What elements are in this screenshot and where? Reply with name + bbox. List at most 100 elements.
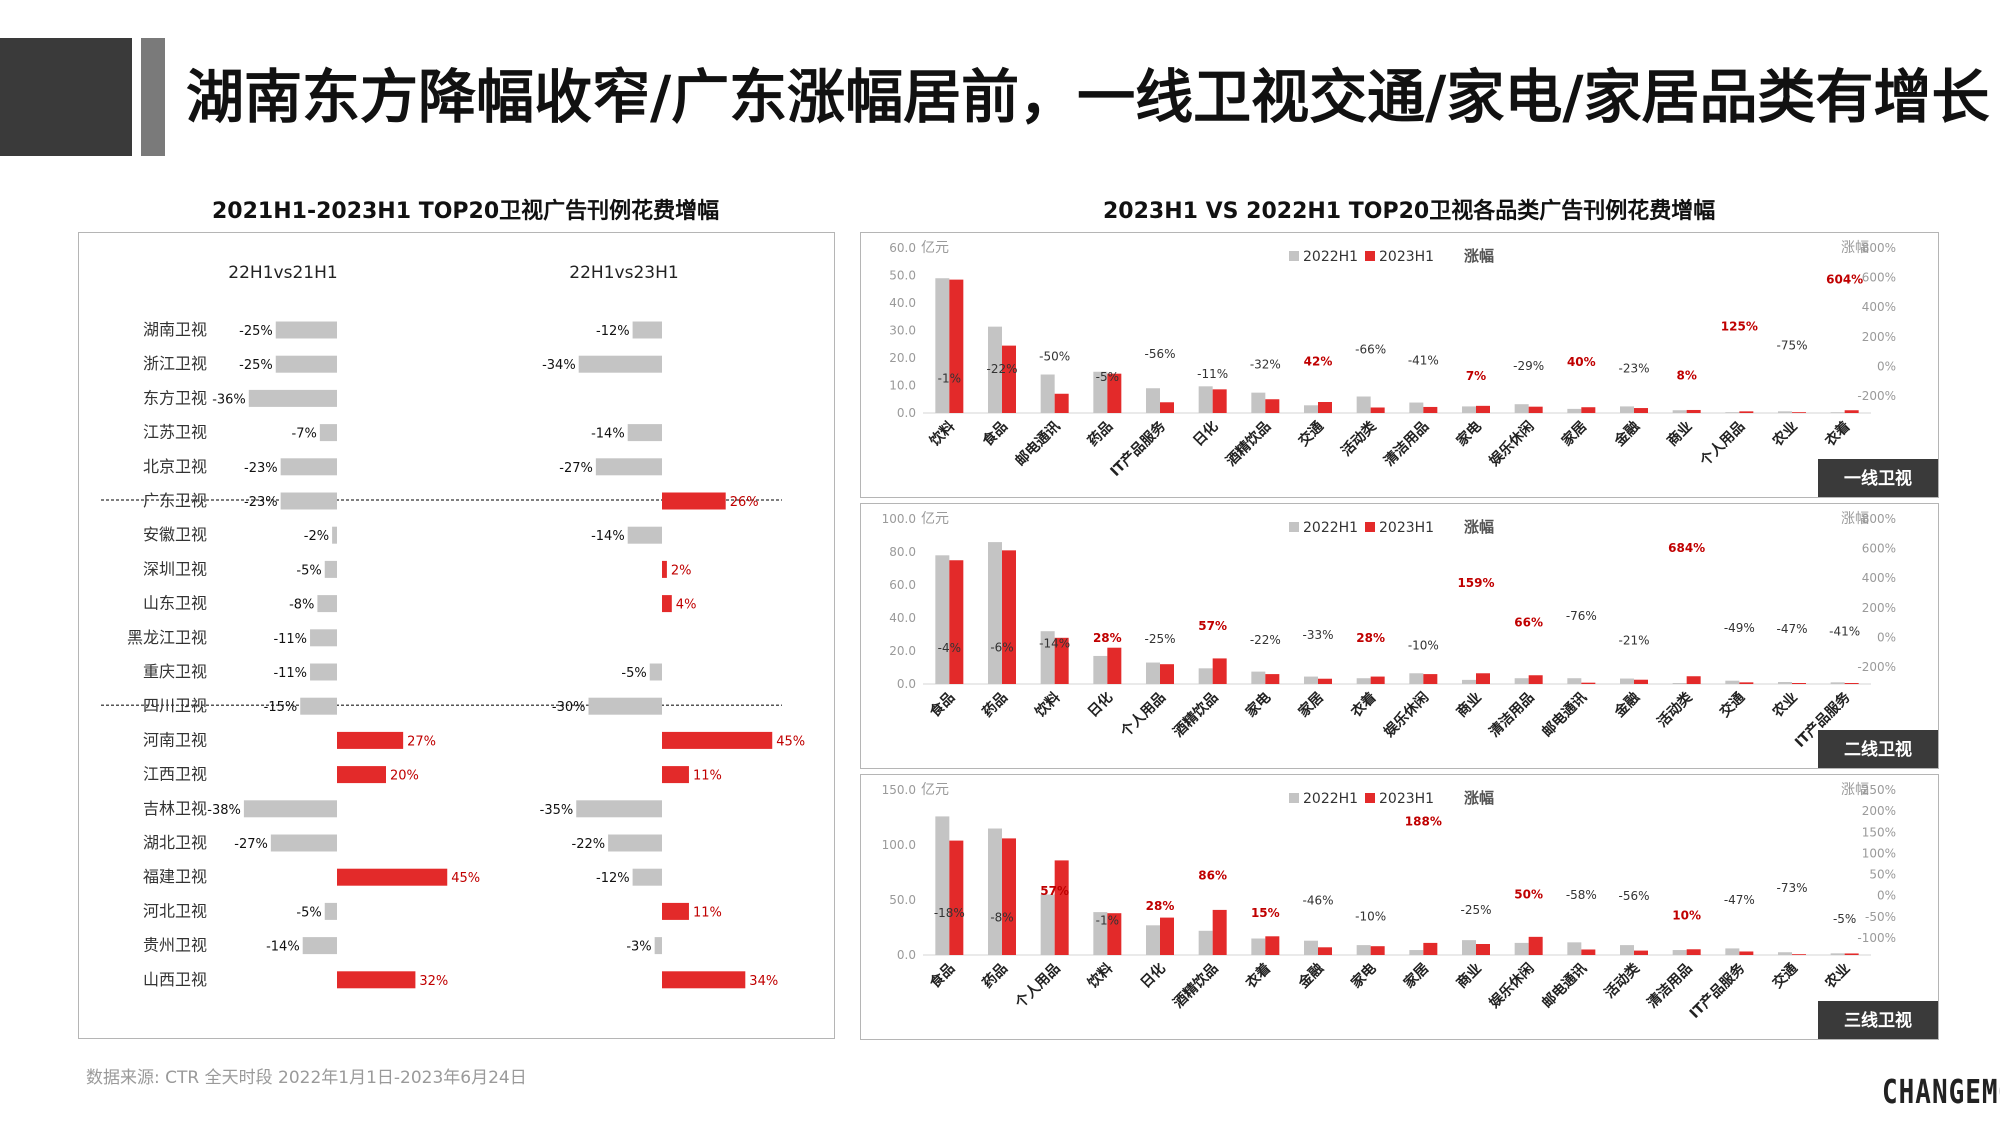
- growth-bar: [337, 731, 404, 749]
- left-chart-title: 2021H1-2023H1 TOP20卫视广告刊例花费增幅: [212, 199, 720, 224]
- category-label: 交通: [1769, 960, 1801, 992]
- bar-2022: [1356, 678, 1371, 684]
- category-label: 个人用品: [1696, 418, 1748, 470]
- growth-label: 27%: [407, 734, 436, 749]
- bar-2022: [1725, 948, 1740, 955]
- growth-label: -2%: [304, 529, 329, 544]
- growth-rate-label: -29%: [1513, 359, 1544, 373]
- growth-rate-label: -47%: [1776, 622, 1807, 636]
- y2-tick-label: 600%: [1862, 542, 1896, 556]
- station-label: 四川卫视: [143, 696, 207, 715]
- bar-2022: [1409, 402, 1424, 413]
- bar-2023: [1318, 947, 1332, 955]
- growth-rate-label: -46%: [1302, 893, 1333, 907]
- bar-2022: [1567, 678, 1582, 684]
- growth-label: -35%: [540, 803, 574, 818]
- bar-2023: [1160, 917, 1174, 955]
- station-label: 吉林卫视: [143, 799, 207, 818]
- tier1-panel: 60.0 50.0 40.0 30.0 20.0 10.0 0.0 亿元 800% 600% 400…: [860, 232, 1939, 498]
- category-label: 交通: [1295, 418, 1327, 450]
- legend-swatch-2022: [1289, 793, 1299, 803]
- bar-2023: [1423, 406, 1438, 413]
- bar-2022: [1514, 942, 1529, 955]
- tier3-category-chart: 150.0 100.0 50.0 0.0 亿元 250% 200% 150% 100% 50% 0%…: [882, 782, 1938, 1039]
- growth-rate-label: 15%: [1251, 906, 1280, 920]
- bar-2023: [1318, 678, 1332, 684]
- bar-2023: [1528, 675, 1543, 684]
- bar-2022: [988, 542, 1002, 684]
- growth-rate-label: 50%: [1514, 888, 1543, 902]
- bar-2023: [1212, 658, 1227, 684]
- rate-axis-label: 涨幅: [1841, 511, 1869, 527]
- category-label: 衣着: [1822, 418, 1854, 450]
- unit-label: 亿元: [921, 511, 949, 527]
- bar-2022: [1620, 406, 1634, 413]
- category-label: 娱乐休闲: [1486, 960, 1538, 1012]
- tier-tag: 三线卫视: [1844, 1010, 1912, 1031]
- category-label: 酒精饮品: [1170, 689, 1222, 741]
- category-label: 娱乐休闲: [1381, 689, 1433, 741]
- y2-tick-label: 800%: [1862, 241, 1896, 255]
- bar-2023: [1265, 936, 1280, 955]
- growth-bar: [300, 697, 337, 715]
- growth-label: 11%: [693, 905, 722, 920]
- bar-2023: [1528, 406, 1543, 413]
- growth-rate-label: 86%: [1198, 868, 1227, 882]
- growth-label: -27%: [234, 837, 268, 852]
- growth-rate-label: -1%: [938, 372, 961, 386]
- growth-rate-label: -14%: [1039, 637, 1070, 651]
- bar-2023: [1423, 674, 1438, 684]
- growth-bar: [662, 902, 689, 920]
- bar-2023: [1739, 951, 1754, 955]
- growth-rate-label: 57%: [1040, 884, 1069, 898]
- category-label: 交通: [1716, 689, 1748, 721]
- category-label: 饮料: [1084, 960, 1117, 993]
- bar-2023: [1844, 953, 1859, 955]
- growth-rate-label: -8%: [990, 910, 1013, 924]
- station-label: 河南卫视: [143, 730, 207, 749]
- bar-2022: [1672, 410, 1687, 413]
- y2-tick-label: 0%: [1877, 889, 1896, 903]
- y2-tick-label: -100%: [1857, 931, 1896, 945]
- growth-label: 45%: [451, 871, 480, 886]
- bar-2022: [1304, 676, 1318, 684]
- growth-rate-label: -25%: [1144, 632, 1175, 646]
- bar-2023: [949, 279, 964, 413]
- bar-2023: [1739, 682, 1754, 684]
- growth-label: 2%: [671, 563, 692, 578]
- bar-2022: [1567, 942, 1582, 955]
- category-label: 家居: [1400, 960, 1432, 992]
- legend-swatch-2023: [1365, 793, 1375, 803]
- growth-rate-label: 40%: [1567, 355, 1596, 369]
- growth-bar: [332, 526, 337, 544]
- category-label: 清洁用品: [1486, 689, 1538, 741]
- bar-2023: [1265, 674, 1280, 684]
- bar-2023: [1581, 682, 1596, 684]
- y2-tick-label: 200%: [1862, 330, 1896, 344]
- growth-bar: [270, 834, 337, 852]
- growth-label: -14%: [591, 529, 625, 544]
- y-tick-label: 20.0: [889, 351, 916, 365]
- right-chart-title: 2023H1 VS 2022H1 TOP20卫视各品类广告刊例花费增幅: [1103, 199, 1716, 224]
- category-label: 药品: [979, 689, 1011, 721]
- growth-bar: [662, 766, 689, 784]
- growth-rate-label: -75%: [1776, 338, 1807, 352]
- y2-tick-label: 0%: [1877, 359, 1896, 373]
- growth-rate-label: -22%: [1250, 633, 1281, 647]
- rate-axis-label: 涨幅: [1841, 240, 1869, 256]
- y-tick-label: 60.0: [889, 578, 916, 592]
- growth-label: 32%: [419, 974, 448, 989]
- growth-bar: [632, 321, 662, 339]
- tier2-category-chart: 100.0 80.0 60.0 40.0 20.0 0.0 亿元 800% 600% 400% 20…: [882, 511, 1938, 768]
- y2-tick-label: 200%: [1862, 804, 1896, 818]
- bar-2022: [1830, 682, 1845, 684]
- bar-2023: [1476, 405, 1490, 413]
- bar-2023: [1107, 913, 1122, 955]
- category-label: 衣着: [1242, 960, 1274, 992]
- bar-2022: [1304, 940, 1318, 955]
- category-label: 活动类: [1654, 688, 1696, 730]
- y2-tick-label: 400%: [1862, 300, 1896, 314]
- y2-tick-label: 250%: [1862, 783, 1896, 797]
- station-label: 河北卫视: [143, 901, 207, 920]
- bar-2022: [1198, 930, 1213, 955]
